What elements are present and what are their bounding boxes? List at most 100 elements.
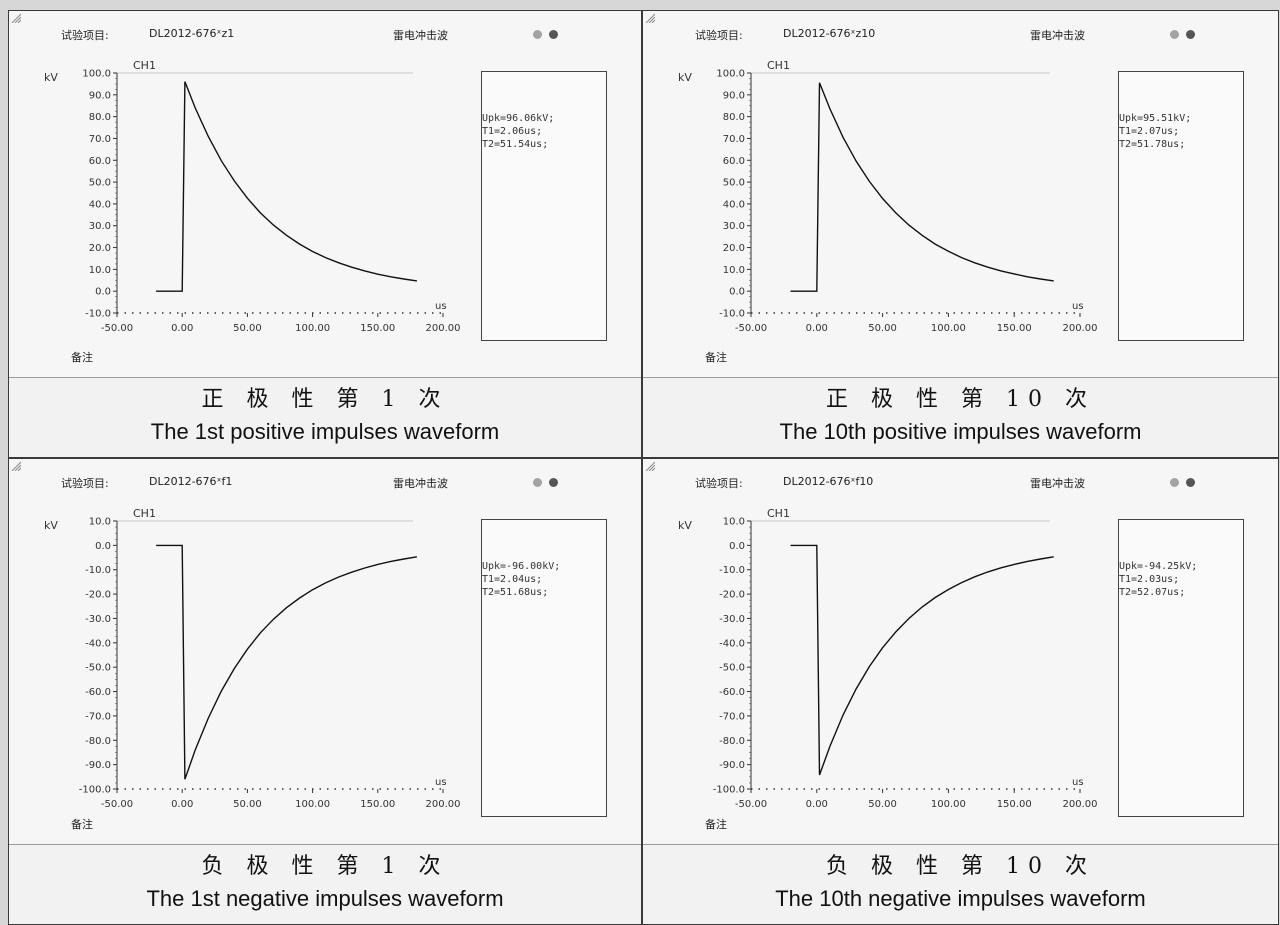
result-line: T2=52.07us;	[1119, 587, 1186, 598]
result-line: T2=51.54us;	[482, 139, 549, 150]
caption-chinese: 负 极 性 第 10 次	[826, 854, 1095, 879]
remark-label: 备注	[71, 351, 93, 364]
results-box: Upk=95.51kV; T1=2.07us; T2=51.78us;	[1118, 71, 1244, 341]
waveform-chart: CH1 kV 10.0 0.0 -10.0 -20.0 -30.0 -40.0 -50.0 -60…	[678, 507, 1098, 810]
y-tick-label: -40.0	[719, 638, 745, 649]
y-tick-label: 50.0	[89, 178, 111, 189]
panel-cell-pos-10: 试验项目: DL2012-676ˣz10 雷电冲击波 Upk=95.51kV; T1=2…	[642, 10, 1279, 458]
panel-cell-neg-1: 试验项目: DL2012-676ˣf1 雷电冲击波 Upk=-96.00kV; T1=2…	[8, 458, 642, 925]
waveform-trace	[156, 544, 418, 780]
result-line: Upk=96.06kV;	[482, 113, 555, 124]
y-tick-label: 60.0	[723, 156, 745, 167]
remark-label: 备注	[705, 818, 727, 831]
y-tick-label: 100.0	[716, 69, 745, 80]
y-tick-label: -100.0	[79, 785, 111, 796]
wave-type-label: 雷电冲击波	[1030, 477, 1085, 490]
x-tick-label: 100.00	[295, 323, 330, 334]
y-tick-label: 10.0	[723, 517, 745, 528]
resize-grip-icon[interactable]	[9, 11, 21, 23]
remark-label: 备注	[71, 818, 93, 831]
caption-chinese: 正 极 性 第 1 次	[201, 387, 449, 412]
x-tick-label: -50.00	[735, 799, 767, 810]
x-tick-label: 0.00	[171, 323, 193, 334]
waveform-trace	[790, 82, 1054, 292]
status-dot-light-icon	[533, 478, 542, 487]
results-box: Upk=-96.00kV; T1=2.04us; T2=51.68us;	[481, 519, 607, 817]
y-tick-label: -10.0	[85, 309, 111, 320]
resize-grip-icon[interactable]	[643, 459, 655, 471]
y-tick-label: 90.0	[723, 90, 745, 101]
channel-label: CH1	[767, 59, 790, 72]
result-line: T1=2.07us;	[1119, 126, 1180, 137]
y-unit-label: kV	[678, 519, 692, 532]
y-tick-label: 100.0	[82, 69, 111, 80]
y-tick-label: -30.0	[85, 614, 111, 625]
y-tick-label: 10.0	[89, 265, 111, 276]
waveform-chart: CH1 kV -10.0 0.0 10.0 20.0 30.0 40.0 50.0 60.0 70.…	[678, 59, 1097, 334]
y-tick-label: 80.0	[89, 112, 111, 123]
y-tick-label: 40.0	[723, 199, 745, 210]
caption-chinese: 正 极 性 第 10 次	[826, 387, 1095, 412]
test-item-label: 试验项目:	[61, 477, 109, 490]
wave-type-label: 雷电冲击波	[1030, 29, 1085, 42]
y-tick-label: -20.0	[719, 590, 745, 601]
x-tick-label: 100.00	[931, 323, 966, 334]
channel-label: CH1	[767, 507, 790, 520]
x-unit-label: us	[435, 777, 447, 788]
result-line: Upk=-96.00kV;	[482, 561, 561, 572]
y-tick-label: -30.0	[719, 614, 745, 625]
x-tick-label: -50.00	[735, 323, 767, 334]
channel-label: CH1	[133, 507, 156, 520]
x-tick-label: 200.00	[426, 799, 461, 810]
y-tick-label: 20.0	[723, 243, 745, 254]
resize-grip-icon[interactable]	[9, 459, 21, 471]
x-unit-label: us	[1072, 301, 1084, 312]
y-tick-label: -80.0	[719, 736, 745, 747]
channel-label: CH1	[133, 59, 156, 72]
x-tick-label: 50.00	[233, 799, 262, 810]
x-tick-label: 100.00	[295, 799, 330, 810]
status-dot-light-icon	[533, 30, 542, 39]
x-tick-label: -50.00	[101, 799, 133, 810]
y-unit-label: kV	[44, 71, 58, 84]
result-line: T2=51.78us;	[1119, 139, 1186, 150]
scope-window: 试验项目: DL2012-676ˣz1 雷电冲击波 Upk=96.06kV; T1=2.…	[9, 11, 641, 378]
y-tick-label: -50.0	[719, 663, 745, 674]
test-item-label: 试验项目:	[61, 29, 109, 42]
y-tick-label: -40.0	[85, 638, 111, 649]
waveform-chart: CH1 kV 10.0 0.0 -10.0 -20.0 -30.0 -40.0 -50.0 -60…	[44, 507, 461, 810]
resize-grip-icon[interactable]	[643, 11, 655, 23]
y-tick-label: 30.0	[723, 221, 745, 232]
y-tick-label: -20.0	[85, 590, 111, 601]
x-tick-label: 150.00	[360, 323, 395, 334]
panel-cell-neg-10: 试验项目: DL2012-676ˣf10 雷电冲击波 Upk=-94.25kV; T1=…	[642, 458, 1279, 925]
y-tick-label: -60.0	[719, 687, 745, 698]
x-tick-label: 200.00	[1063, 799, 1098, 810]
result-line: T1=2.06us;	[482, 126, 543, 137]
wave-type-label: 雷电冲击波	[393, 477, 448, 490]
result-line: T1=2.03us;	[1119, 574, 1180, 585]
y-tick-label: 90.0	[89, 90, 111, 101]
test-item-value: DL2012-676ˣf1	[149, 475, 233, 488]
x-tick-label: 0.00	[806, 323, 828, 334]
wave-type-label: 雷电冲击波	[393, 29, 448, 42]
results-box: Upk=96.06kV; T1=2.06us; T2=51.54us;	[481, 71, 607, 341]
test-item-label: 试验项目:	[695, 29, 743, 42]
caption-english: The 10th negative impulses waveform	[775, 886, 1146, 911]
y-tick-label: 0.0	[729, 287, 745, 298]
y-unit-label: kV	[678, 71, 692, 84]
waveform-chart: CH1 kV -10.0 0.0 10.0 20.0 30.0 40.0 50.0 60.0 70.…	[44, 59, 460, 334]
y-tick-label: 0.0	[95, 287, 111, 298]
test-item-value: DL2012-676ˣz10	[783, 27, 876, 40]
scope-window: 试验项目: DL2012-676ˣz10 雷电冲击波 Upk=95.51kV; T1=2…	[643, 11, 1278, 378]
status-dot-light-icon	[1170, 30, 1179, 39]
y-tick-label: -100.0	[713, 785, 745, 796]
result-line: T2=51.68us;	[482, 587, 549, 598]
x-unit-label: us	[435, 301, 447, 312]
y-tick-label: 10.0	[89, 517, 111, 528]
x-tick-label: 0.00	[806, 799, 828, 810]
status-dot-dark-icon	[1186, 30, 1195, 39]
x-tick-label: 100.00	[931, 799, 966, 810]
y-tick-label: -10.0	[719, 309, 745, 320]
result-line: Upk=95.51kV;	[1119, 113, 1192, 124]
